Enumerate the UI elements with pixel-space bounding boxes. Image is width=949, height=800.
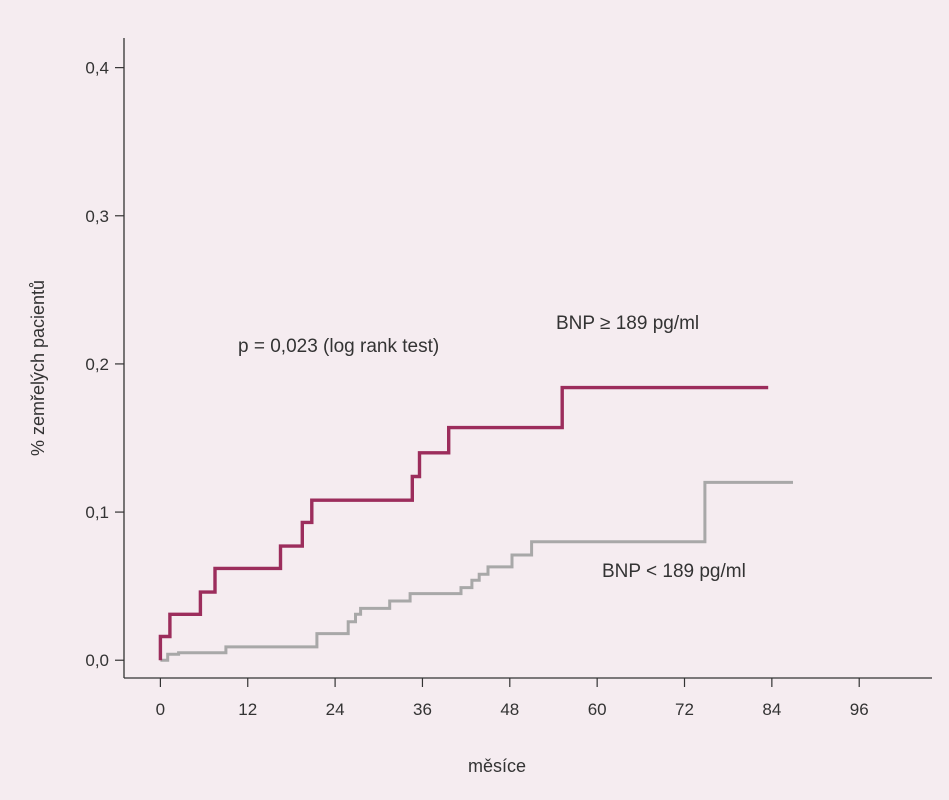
y-tick-label: 0,0	[85, 651, 109, 670]
low-bnp-series-line	[160, 480, 793, 662]
x-tick-label: 60	[588, 700, 607, 719]
series-layer	[158, 385, 793, 662]
x-axis-title: měsíce	[468, 756, 526, 776]
axes: 0 12 24 36 48 60 72 84 96 0,0 0,1 0,2 0,3 0,4	[85, 38, 932, 719]
x-tick-label: 96	[850, 700, 869, 719]
labels: měsíce % zemřelých pacientů p = 0,023 (l…	[28, 280, 746, 776]
y-axis-title: % zemřelých pacientů	[28, 280, 48, 456]
y-tick-label: 0,4	[85, 59, 109, 78]
x-tick-label: 72	[675, 700, 694, 719]
y-tick-label: 0,1	[85, 503, 109, 522]
p-value-annotation: p = 0,023 (log rank test)	[238, 336, 439, 357]
high-bnp-series-line	[158, 385, 769, 661]
x-tick-label: 36	[413, 700, 432, 719]
low-bnp-series-label: BNP < 189 pg/ml	[602, 561, 746, 582]
y-tick-label: 0,2	[85, 355, 109, 374]
x-tick-label: 84	[762, 700, 781, 719]
x-tick-label: 24	[326, 700, 345, 719]
x-tick-label: 12	[238, 700, 257, 719]
y-tick-label: 0,3	[85, 207, 109, 226]
x-tick-label: 0	[156, 700, 165, 719]
high-bnp-series-label: BNP ≥ 189 pg/ml	[556, 313, 699, 334]
x-tick-label: 48	[500, 700, 519, 719]
